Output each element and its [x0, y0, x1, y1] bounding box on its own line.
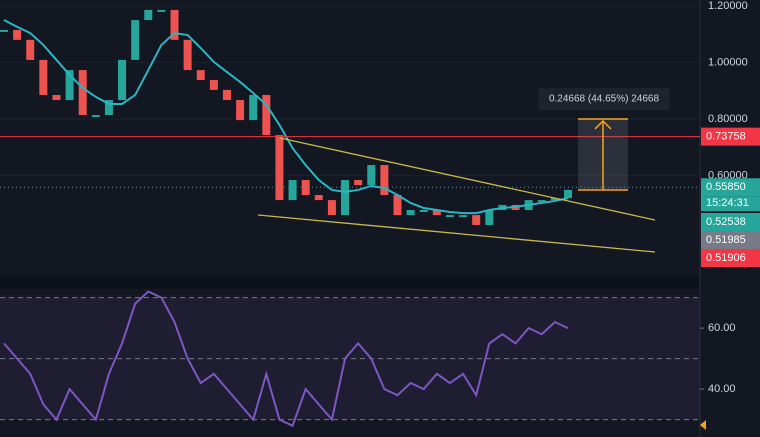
candle — [550, 198, 559, 201]
y-tick-label: 40.00 — [708, 383, 736, 395]
price-label-box — [701, 249, 760, 267]
candle — [327, 200, 336, 216]
candle — [26, 39, 35, 60]
candle — [104, 100, 113, 116]
candle — [209, 79, 218, 90]
candle — [314, 195, 323, 201]
candle — [380, 165, 389, 196]
candle — [170, 9, 179, 40]
measure-label: 0.24668 (44.65%) 24668 — [549, 94, 660, 105]
price-pane: 1.200001.000000.800000.600000.737580.558… — [0, 0, 760, 267]
trendline-upper — [279, 137, 656, 221]
price-label: 0.51906 — [706, 252, 746, 264]
candle — [419, 209, 428, 212]
candle — [222, 89, 231, 101]
rsi-band-fill — [0, 297, 700, 420]
candle — [157, 9, 166, 12]
candle — [52, 94, 61, 101]
candle — [432, 209, 441, 216]
candle — [78, 70, 87, 116]
candle — [196, 70, 205, 80]
price-label-box — [701, 231, 760, 249]
y-tick-label: 60.00 — [708, 322, 736, 334]
y-tick-label: 1.20000 — [708, 0, 748, 12]
candle — [406, 209, 415, 216]
candle — [144, 9, 153, 21]
candle — [445, 215, 454, 218]
candle — [0, 29, 8, 32]
candle — [236, 100, 245, 121]
countdown-box — [701, 196, 760, 212]
candle — [91, 115, 100, 118]
price-label: 0.73758 — [706, 131, 746, 143]
y-tick-label: 0.80000 — [708, 113, 748, 125]
candle — [262, 94, 271, 136]
candle — [367, 165, 376, 186]
candle — [354, 180, 363, 186]
pane-separator — [0, 277, 700, 289]
price-label-box — [701, 213, 760, 231]
measure-label-box — [538, 88, 670, 110]
y-tick-label: 1.00000 — [708, 56, 748, 68]
candle — [485, 209, 494, 225]
candle — [131, 20, 140, 60]
scroll-marker — [700, 420, 706, 430]
candle — [275, 135, 284, 201]
countdown: 15:24:31 — [706, 197, 749, 209]
candle — [301, 180, 310, 196]
price-label-box — [701, 127, 760, 146]
candle — [249, 94, 258, 121]
candle — [393, 195, 402, 216]
candle — [472, 215, 481, 225]
price-label: 0.51985 — [706, 234, 746, 246]
candle — [13, 29, 22, 40]
candle — [118, 59, 127, 101]
measure-arrowhead — [594, 119, 612, 130]
line — [3, 290, 569, 428]
candle — [183, 39, 192, 71]
candle — [459, 215, 468, 218]
candle — [564, 189, 572, 199]
candle — [537, 200, 546, 203]
candle — [288, 180, 297, 201]
price-label: 0.52538 — [706, 216, 746, 228]
trendline-lower — [257, 214, 656, 253]
price-label-box — [701, 178, 760, 197]
candle — [341, 180, 350, 216]
candle — [39, 59, 48, 95]
candle — [65, 70, 74, 101]
price-label: 0.55850 — [706, 181, 746, 193]
